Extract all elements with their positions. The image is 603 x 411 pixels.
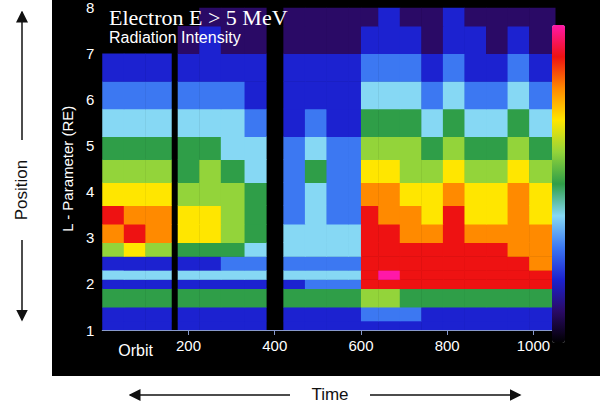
- svg-text:Electron E > 5 MeV: Electron E > 5 MeV: [109, 5, 288, 30]
- svg-text:1: 1: [86, 322, 94, 339]
- svg-text:7: 7: [86, 45, 94, 62]
- svg-text:L - Parameter (RE): L - Parameter (RE): [59, 106, 76, 232]
- svg-text:1000: 1000: [517, 337, 550, 354]
- svg-text:8: 8: [86, 0, 94, 16]
- svg-text:5: 5: [86, 137, 94, 154]
- svg-text:200: 200: [176, 337, 201, 354]
- svg-text:400: 400: [262, 337, 287, 354]
- svg-text:Radiation Intensity: Radiation Intensity: [109, 29, 241, 46]
- svg-text:3: 3: [86, 229, 94, 246]
- svg-text:4: 4: [86, 183, 94, 200]
- html-text:Position: Position: [12, 159, 31, 221]
- svg-text:2: 2: [86, 275, 94, 292]
- html-text:Time: Time: [311, 385, 349, 404]
- svg-text:800: 800: [435, 337, 460, 354]
- svg-text:Orbit: Orbit: [118, 342, 153, 359]
- svg-text:600: 600: [348, 337, 373, 354]
- svg-text:6: 6: [86, 91, 94, 108]
